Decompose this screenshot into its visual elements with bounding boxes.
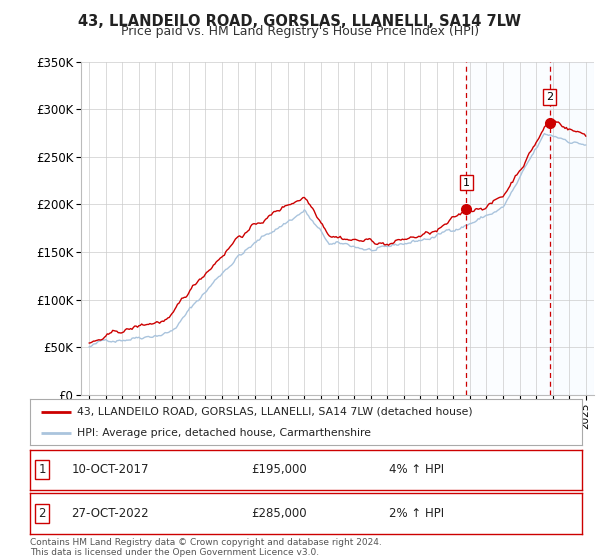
Text: 2: 2 <box>546 92 553 102</box>
Text: 43, LLANDEILO ROAD, GORSLAS, LLANELLI, SA14 7LW: 43, LLANDEILO ROAD, GORSLAS, LLANELLI, S… <box>79 14 521 29</box>
Bar <box>466 62 550 395</box>
Text: 4% ↑ HPI: 4% ↑ HPI <box>389 463 444 477</box>
Text: Price paid vs. HM Land Registry's House Price Index (HPI): Price paid vs. HM Land Registry's House … <box>121 25 479 38</box>
Text: 43, LLANDEILO ROAD, GORSLAS, LLANELLI, SA14 7LW (detached house): 43, LLANDEILO ROAD, GORSLAS, LLANELLI, S… <box>77 407 473 417</box>
Text: HPI: Average price, detached house, Carmarthenshire: HPI: Average price, detached house, Carm… <box>77 428 371 438</box>
Text: £285,000: £285,000 <box>251 507 307 520</box>
Text: Contains HM Land Registry data © Crown copyright and database right 2024.
This d: Contains HM Land Registry data © Crown c… <box>30 538 382 557</box>
Text: 1: 1 <box>38 463 46 477</box>
Text: 10-OCT-2017: 10-OCT-2017 <box>71 463 149 477</box>
Text: £195,000: £195,000 <box>251 463 307 477</box>
Bar <box>550 62 594 395</box>
Text: 2% ↑ HPI: 2% ↑ HPI <box>389 507 444 520</box>
Text: 1: 1 <box>463 178 470 188</box>
Text: 27-OCT-2022: 27-OCT-2022 <box>71 507 149 520</box>
Text: 2: 2 <box>38 507 46 520</box>
